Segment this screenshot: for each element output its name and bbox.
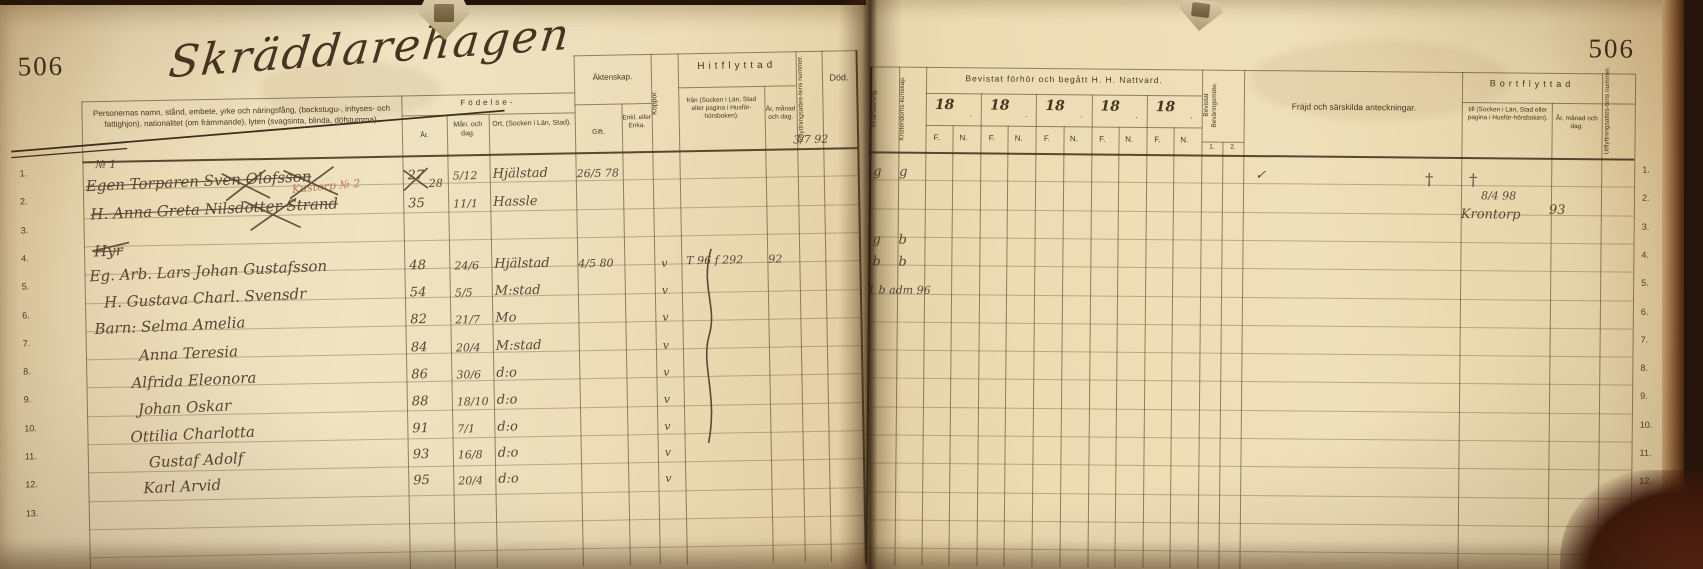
cross-out-stroke (289, 166, 335, 200)
book-page-edges (1662, 0, 1684, 569)
bottom-shadow (0, 540, 1703, 569)
clip-slot (433, 4, 455, 23)
cross-out-stroke (250, 197, 297, 231)
entry-death-date: 8/4 98 (1480, 189, 1517, 203)
entry-moved-out-to: Krontorp (1460, 207, 1521, 223)
left-page-paper (0, 5, 866, 569)
book-gutter (838, 0, 902, 569)
entry-moved-out-year: 93 (1548, 202, 1566, 219)
cross-out-stroke (91, 241, 130, 253)
title-underline-2 (11, 147, 128, 159)
household-brace (705, 248, 713, 444)
entry-conduct-cross: † (1425, 169, 1434, 189)
title-underline (11, 109, 505, 153)
entry-conduct-mark: ✓ (1255, 168, 1267, 184)
cross-out-stroke (225, 169, 267, 202)
paper-stain (260, 60, 440, 120)
photo-right-edge (1684, 0, 1703, 569)
entry-death-cross: † (1469, 170, 1478, 190)
cross-out-stroke (403, 167, 429, 192)
paper-stain (1250, 40, 1510, 120)
clip-slot (1191, 2, 1210, 18)
